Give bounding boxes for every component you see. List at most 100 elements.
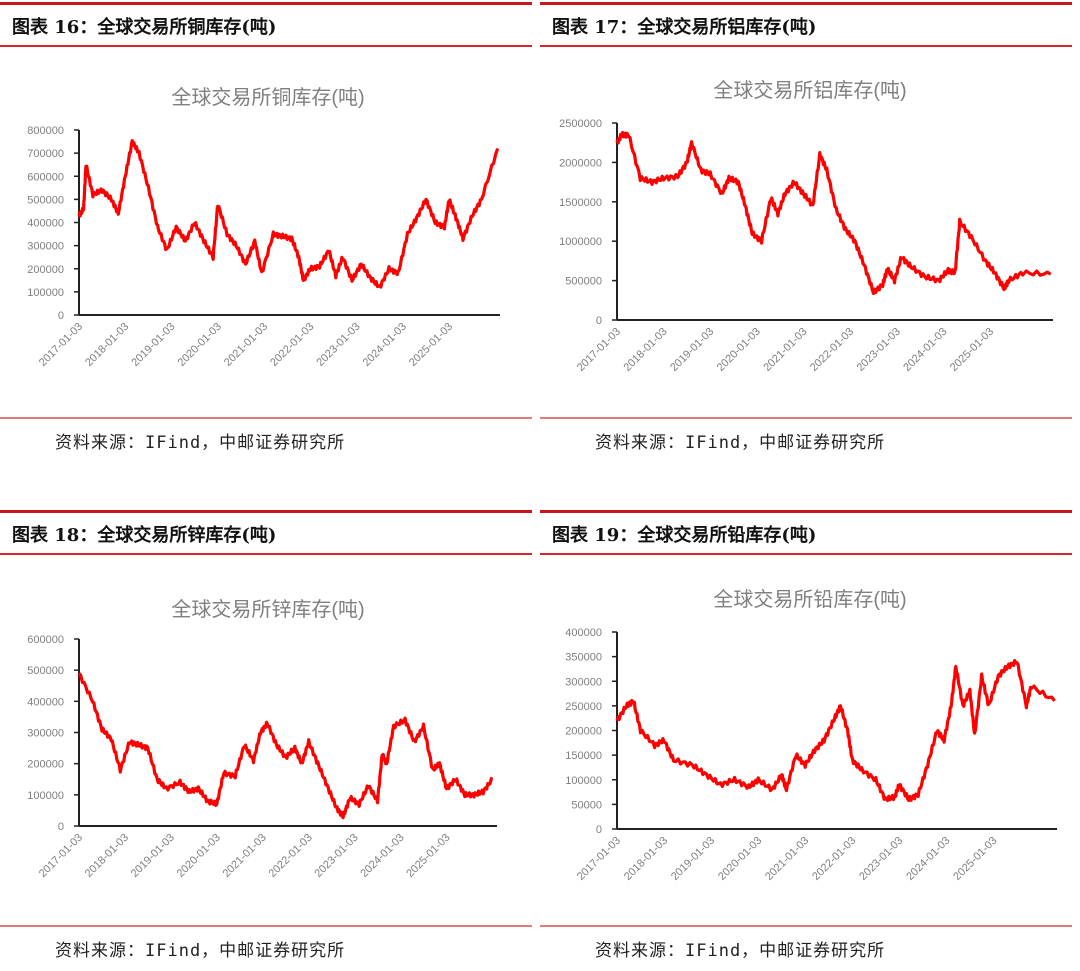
y-tick-label: 200000 bbox=[27, 264, 64, 276]
y-tick-label: 250000 bbox=[565, 701, 602, 713]
chart-title: 全球交易所铜库存(吨) bbox=[171, 86, 364, 109]
top-rule bbox=[0, 2, 532, 5]
x-tick-label: 2018-01-03 bbox=[622, 835, 670, 883]
y-tick-label: 300000 bbox=[27, 241, 64, 253]
chart-title: 全球交易所铝库存(吨) bbox=[713, 79, 906, 102]
x-tick-label: 2022-01-03 bbox=[268, 321, 316, 369]
aluminum-inventory-chart: 全球交易所铝库存(吨) 0 500000 1000000 1500000 2000000 2… bbox=[559, 79, 1053, 374]
source-rule bbox=[0, 417, 532, 419]
x-tick-label: 2020-01-03 bbox=[176, 321, 224, 369]
y-tick-label: 400000 bbox=[27, 696, 64, 708]
x-tick-label: 2021-01-03 bbox=[763, 835, 811, 883]
inventory-series-line bbox=[615, 659, 1056, 803]
x-tick-label: 2025-01-03 bbox=[407, 321, 455, 369]
y-tick-label: 0 bbox=[58, 821, 64, 833]
y-tick-label: 100000 bbox=[565, 775, 602, 787]
top-rule bbox=[540, 510, 1072, 513]
source-rule bbox=[0, 925, 532, 927]
figure-18-panel: 图表 18：全球交易所锌库存(吨) 全球交易所锌库存(吨) 0 100000 2000… bbox=[0, 508, 532, 968]
x-tick-label: 2017-01-03 bbox=[37, 321, 85, 369]
x-tick-label: 2021-01-03 bbox=[761, 326, 809, 374]
x-tick-label: 2020-01-03 bbox=[716, 835, 764, 883]
inventory-series-line bbox=[77, 672, 494, 820]
title-rule bbox=[540, 553, 1072, 555]
source-rule bbox=[540, 925, 1072, 927]
top-rule bbox=[0, 510, 532, 513]
x-tick-label: 2017-01-03 bbox=[575, 835, 623, 883]
x-tick-label: 2018-01-03 bbox=[83, 321, 131, 369]
figure-19-panel: 图表 19：全球交易所铅库存(吨) 全球交易所铅库存(吨) 0 50000 10000… bbox=[540, 508, 1072, 968]
source-note: 资料来源：IFind，中邮证券研究所 bbox=[595, 433, 886, 453]
x-tick-label: 2017-01-03 bbox=[37, 832, 85, 880]
y-tick-label: 350000 bbox=[565, 652, 602, 664]
lead-inventory-chart: 全球交易所铅库存(吨) 0 50000 100000 150000 200000 25000… bbox=[565, 588, 1057, 883]
y-tick-label: 800000 bbox=[27, 125, 64, 137]
x-tick-label: 2019-01-03 bbox=[129, 321, 177, 369]
y-tick-label: 0 bbox=[596, 824, 602, 836]
figure-17-panel: 图表 17：全球交易所铝库存(吨) 全球交易所铝库存(吨) 0 500000 1000… bbox=[540, 0, 1072, 460]
x-tick-label: 2018-01-03 bbox=[83, 832, 131, 880]
y-tick-label: 500000 bbox=[27, 194, 64, 206]
y-tick-label: 500000 bbox=[27, 665, 64, 677]
y-tick-label: 200000 bbox=[27, 759, 64, 771]
inventory-series-line bbox=[77, 139, 500, 289]
x-tick-label: 2022-01-03 bbox=[808, 326, 856, 374]
x-tick-label: 2023-01-03 bbox=[314, 321, 362, 369]
x-tick-label: 2022-01-03 bbox=[267, 832, 315, 880]
figure-title: 图表 19：全球交易所铅库存(吨) bbox=[552, 525, 817, 546]
source-note: 资料来源：IFind，中邮证券研究所 bbox=[55, 433, 346, 453]
x-tick-label: 2023-01-03 bbox=[855, 326, 903, 374]
source-rule bbox=[540, 417, 1072, 419]
y-tick-label: 400000 bbox=[27, 218, 64, 230]
x-tick-label: 2023-01-03 bbox=[857, 835, 905, 883]
x-tick-label: 2018-01-03 bbox=[621, 326, 669, 374]
x-tick-label: 2024-01-03 bbox=[901, 326, 949, 374]
x-tick-label: 2023-01-03 bbox=[312, 832, 360, 880]
y-tick-label: 600000 bbox=[27, 634, 64, 646]
y-tick-label: 0 bbox=[58, 310, 64, 322]
x-tick-label: 2021-01-03 bbox=[221, 832, 269, 880]
x-tick-label: 2022-01-03 bbox=[810, 835, 858, 883]
top-rule bbox=[540, 2, 1072, 5]
y-tick-label: 400000 bbox=[565, 627, 602, 639]
figure-title: 图表 16：全球交易所铜库存(吨) bbox=[12, 17, 277, 38]
y-tick-label: 200000 bbox=[565, 726, 602, 738]
x-tick-label: 2024-01-03 bbox=[361, 321, 409, 369]
x-tick-label: 2019-01-03 bbox=[129, 832, 177, 880]
zinc-inventory-chart: 全球交易所锌库存(吨) 0 100000 200000 300000 400000 5000… bbox=[27, 598, 497, 880]
y-tick-label: 100000 bbox=[27, 287, 64, 299]
x-tick-label: 2020-01-03 bbox=[715, 326, 763, 374]
x-tick-label: 2024-01-03 bbox=[358, 832, 406, 880]
x-tick-label: 2021-01-03 bbox=[222, 321, 270, 369]
y-tick-label: 700000 bbox=[27, 148, 64, 160]
figure-title: 图表 18：全球交易所锌库存(吨) bbox=[12, 525, 277, 546]
y-tick-label: 600000 bbox=[27, 171, 64, 183]
y-tick-label: 150000 bbox=[565, 750, 602, 762]
x-tick-label: 2024-01-03 bbox=[904, 835, 952, 883]
x-tick-label: 2017-01-03 bbox=[575, 326, 623, 374]
title-rule bbox=[540, 45, 1072, 47]
x-tick-label: 2025-01-03 bbox=[948, 326, 996, 374]
copper-inventory-chart: 全球交易所铜库存(吨) 0 100000 200000 300000 400000 5000… bbox=[27, 86, 500, 369]
y-tick-label: 2000000 bbox=[559, 157, 602, 169]
source-note: 资料来源：IFind，中邮证券研究所 bbox=[595, 941, 886, 961]
inventory-series-line bbox=[615, 130, 1052, 296]
x-tick-label: 2019-01-03 bbox=[669, 835, 717, 883]
x-tick-label: 2025-01-03 bbox=[951, 835, 999, 883]
chart-title: 全球交易所铅库存(吨) bbox=[713, 588, 906, 611]
source-note: 资料来源：IFind，中邮证券研究所 bbox=[55, 941, 346, 961]
y-tick-label: 1500000 bbox=[559, 197, 602, 209]
figure-16-panel: 图表 16：全球交易所铜库存(吨) 全球交易所铜库存(吨) 0 100000 2000… bbox=[0, 0, 532, 460]
y-tick-label: 0 bbox=[596, 315, 602, 327]
x-tick-label: 2025-01-03 bbox=[404, 832, 452, 880]
x-tick-label: 2020-01-03 bbox=[175, 832, 223, 880]
y-tick-label: 1000000 bbox=[559, 236, 602, 248]
chart-title: 全球交易所锌库存(吨) bbox=[171, 598, 364, 621]
title-rule bbox=[0, 553, 532, 555]
x-tick-label: 2019-01-03 bbox=[668, 326, 716, 374]
figure-title: 图表 17：全球交易所铝库存(吨) bbox=[552, 17, 817, 38]
y-tick-label: 100000 bbox=[27, 790, 64, 802]
y-tick-label: 2500000 bbox=[559, 118, 602, 130]
y-tick-label: 50000 bbox=[571, 799, 602, 811]
y-tick-label: 300000 bbox=[27, 728, 64, 740]
